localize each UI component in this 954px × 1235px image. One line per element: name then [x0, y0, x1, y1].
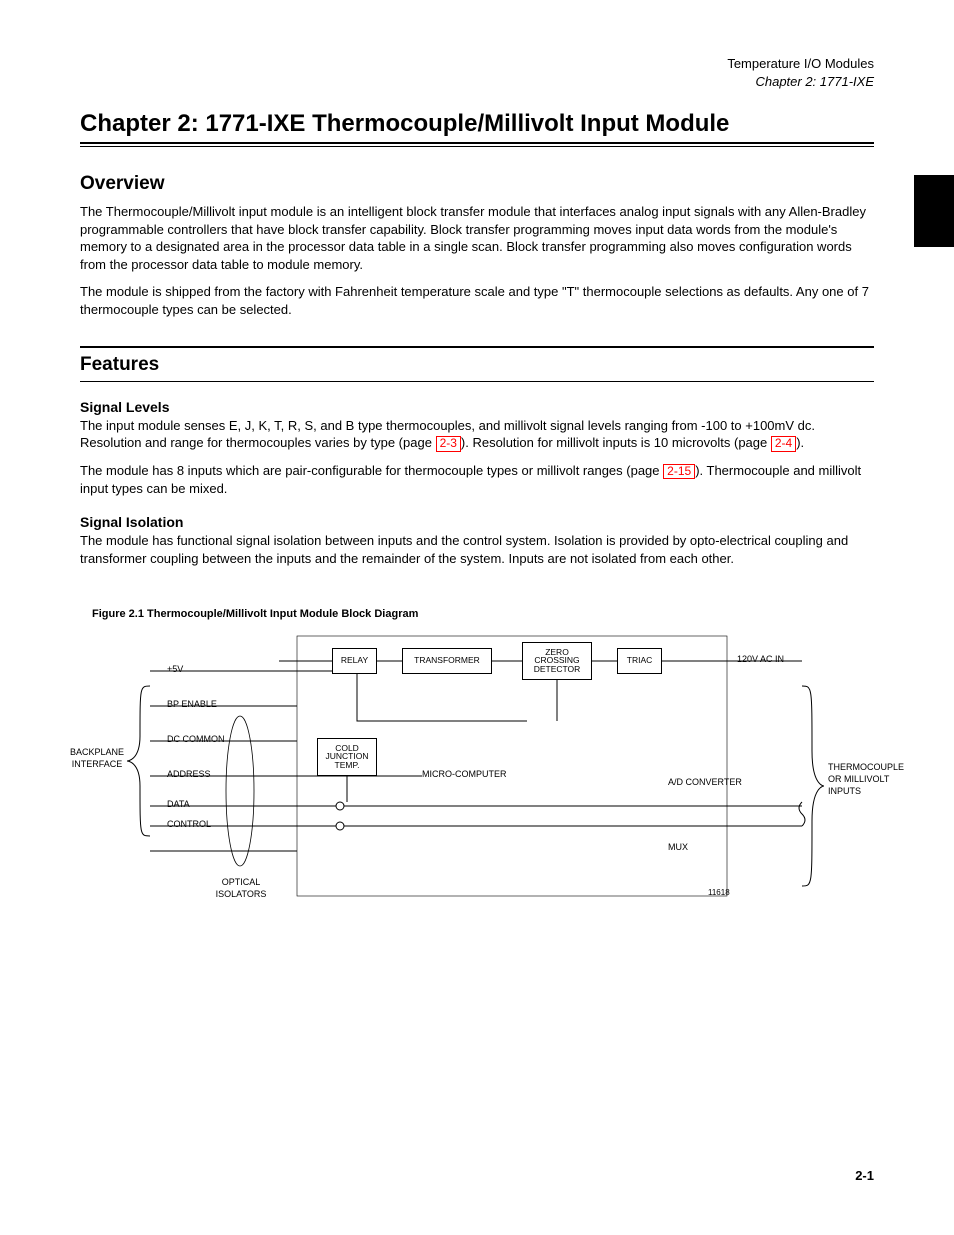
- page: Temperature I/O Modules Chapter 2: 1771-…: [0, 0, 954, 966]
- header-line2: Chapter 2: 1771-IXE: [80, 73, 874, 91]
- lbl-dc-common: DC COMMON: [167, 733, 225, 745]
- lbl-adc: A/D CONVERTER: [668, 776, 742, 788]
- page-ref-2-4[interactable]: 2-4: [771, 436, 796, 451]
- lbl-ac-in: 120V AC IN: [737, 653, 784, 665]
- box-relay: RELAY: [332, 648, 377, 674]
- overview-heading: Overview: [80, 171, 874, 197]
- figure-caption: Figure 2.1 Thermocouple/Millivolt Input …: [92, 607, 874, 622]
- signal-levels-heading: Signal Levels: [80, 398, 874, 417]
- header-line1: Temperature I/O Modules: [80, 55, 874, 73]
- lbl-control: CONTROL: [167, 818, 211, 830]
- lbl-mux: MUX: [668, 841, 688, 853]
- page-ref-2-3[interactable]: 2-3: [436, 436, 461, 451]
- features-heading: Features: [80, 346, 874, 382]
- lbl-thermo-in: THERMOCOUPLE OR MILLIVOLT INPUTS: [828, 761, 918, 797]
- signal-text-1c: ).: [796, 435, 804, 450]
- lbl-plus5v: +5V: [167, 663, 183, 675]
- signal-text-2a: The module has 8 inputs which are pair-c…: [80, 463, 660, 478]
- isolation-p: The module has functional signal isolati…: [80, 532, 874, 567]
- box-zero-crossing: ZERO CROSSING DETECTOR: [522, 642, 592, 680]
- lbl-address: ADDRESS: [167, 768, 211, 780]
- isolation-heading: Signal Isolation: [80, 513, 874, 532]
- title-rule: [80, 146, 874, 147]
- running-header: Temperature I/O Modules Chapter 2: 1771-…: [80, 55, 874, 90]
- block-diagram: +5V BP ENABLE DC COMMON ADDRESS DATA CON…: [72, 626, 852, 926]
- overview-p1: The Thermocouple/Millivolt input module …: [80, 203, 874, 273]
- lbl-optical-iso: OPTICAL ISOLATORS: [215, 876, 267, 900]
- lbl-bp-enable: BP ENABLE: [167, 698, 217, 710]
- lbl-backplane-if: BACKPLANE INTERFACE: [68, 746, 126, 770]
- page-ref-2-15[interactable]: 2-15: [663, 464, 695, 479]
- signal-levels-p2: The module has 8 inputs which are pair-c…: [80, 462, 874, 497]
- lbl-figno: 11618: [708, 888, 730, 899]
- box-transformer: TRANSFORMER: [402, 648, 492, 674]
- overview-p2: The module is shipped from the factory w…: [80, 283, 874, 318]
- page-title: Chapter 2: 1771-IXE Thermocouple/Millivo…: [80, 108, 874, 144]
- page-number: 2-1: [855, 1167, 874, 1185]
- box-cold-junction: COLD JUNCTION TEMP.: [317, 738, 377, 776]
- signal-levels-p1: The input module senses E, J, K, T, R, S…: [80, 417, 874, 452]
- box-triac: TRIAC: [617, 648, 662, 674]
- lbl-data: DATA: [167, 798, 190, 810]
- signal-text-1b: ). Resolution for millivolt inputs is 10…: [461, 435, 767, 450]
- lbl-micro: MICRO-COMPUTER: [422, 768, 507, 780]
